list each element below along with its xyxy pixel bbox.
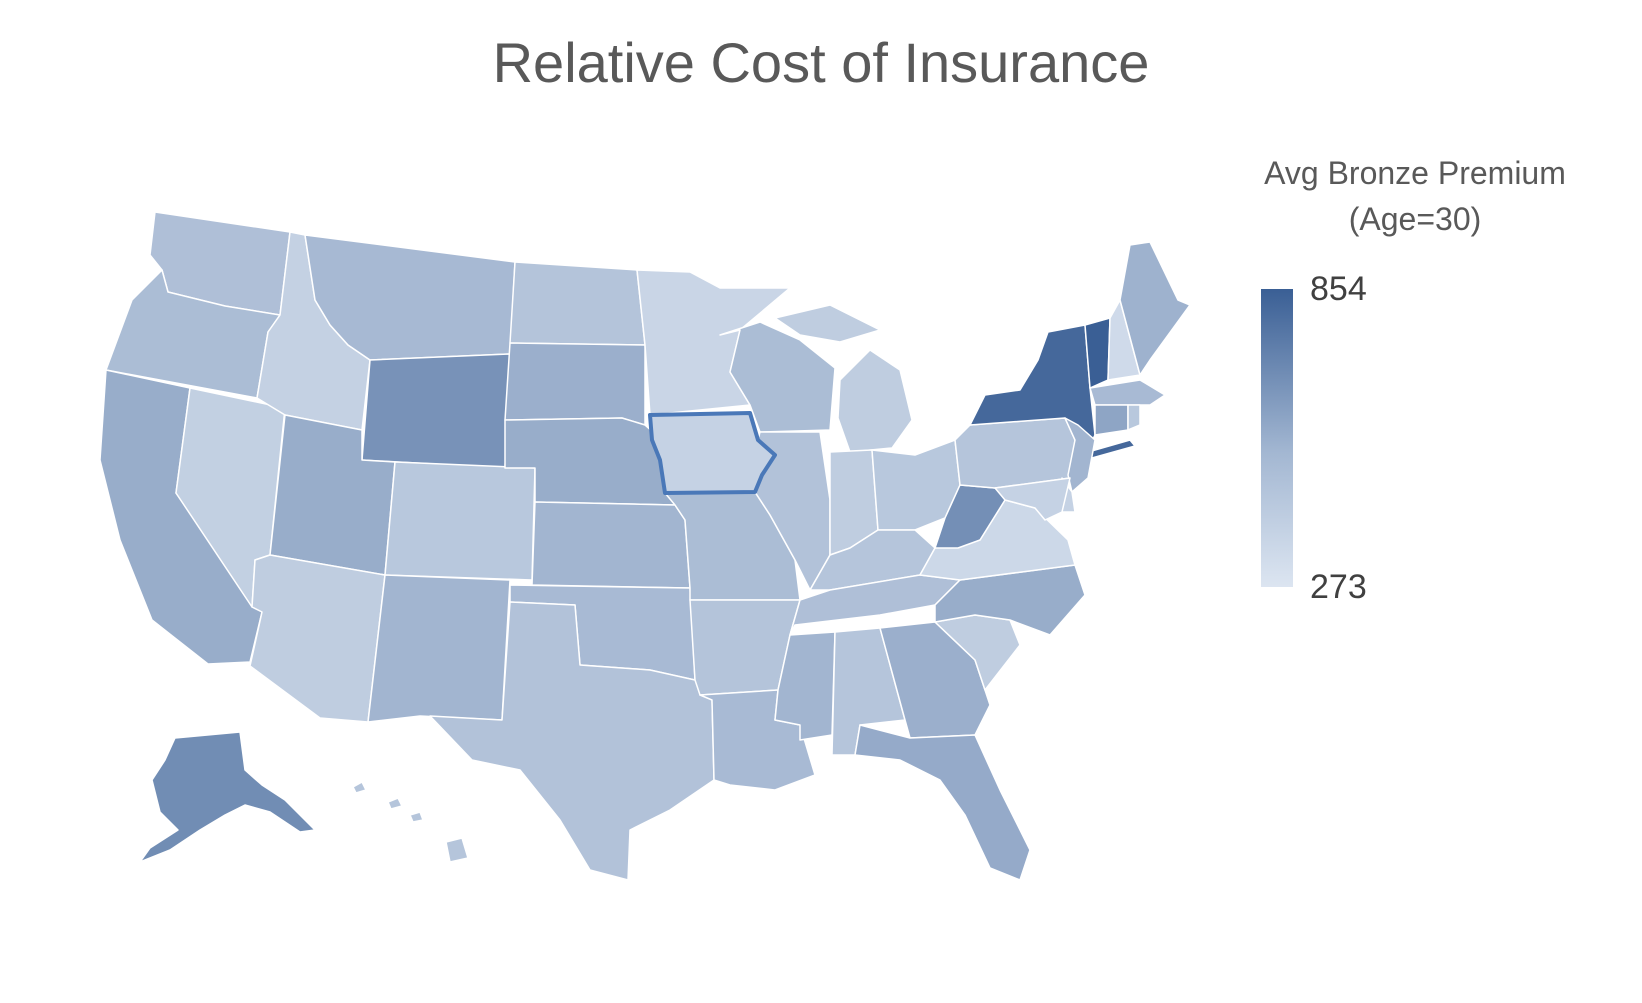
state-wi[interactable] (719, 321, 836, 433)
state-fl[interactable] (854, 724, 1031, 881)
state-sd[interactable] (504, 342, 646, 426)
legend-title-line2: (Age=30) (1348, 201, 1482, 237)
state-ks[interactable] (531, 501, 691, 589)
state-pa[interactable] (954, 417, 1076, 489)
state-az[interactable] (249, 554, 386, 723)
legend-color-scale (1261, 289, 1293, 587)
state-co[interactable] (384, 461, 536, 581)
state-ma[interactable] (1089, 379, 1166, 406)
state-md[interactable] (994, 477, 1071, 521)
legend-max-label: 854 (1310, 270, 1367, 308)
state-ak[interactable] (139, 731, 316, 863)
state-me[interactable] (1119, 241, 1191, 376)
state-nj[interactable] (1064, 417, 1096, 493)
state-wy[interactable] (361, 353, 511, 469)
legend-title-line1: Avg Bronze Premium (1264, 155, 1566, 191)
state-nm[interactable] (367, 574, 511, 723)
state-vt[interactable] (1084, 317, 1111, 389)
state-ct[interactable] (1094, 404, 1129, 436)
state-ia[interactable] (648, 411, 777, 495)
legend-title: Avg Bronze Premium (Age=30) (1215, 150, 1615, 242)
legend-min-label: 273 (1310, 568, 1367, 606)
state-tx[interactable] (429, 601, 715, 881)
state-ri[interactable] (1127, 404, 1141, 431)
map-title: Relative Cost of Insurance (492, 31, 1150, 94)
state-nd[interactable] (509, 261, 646, 346)
state-hi[interactable] (352, 781, 469, 863)
state-mi[interactable] (774, 304, 913, 453)
